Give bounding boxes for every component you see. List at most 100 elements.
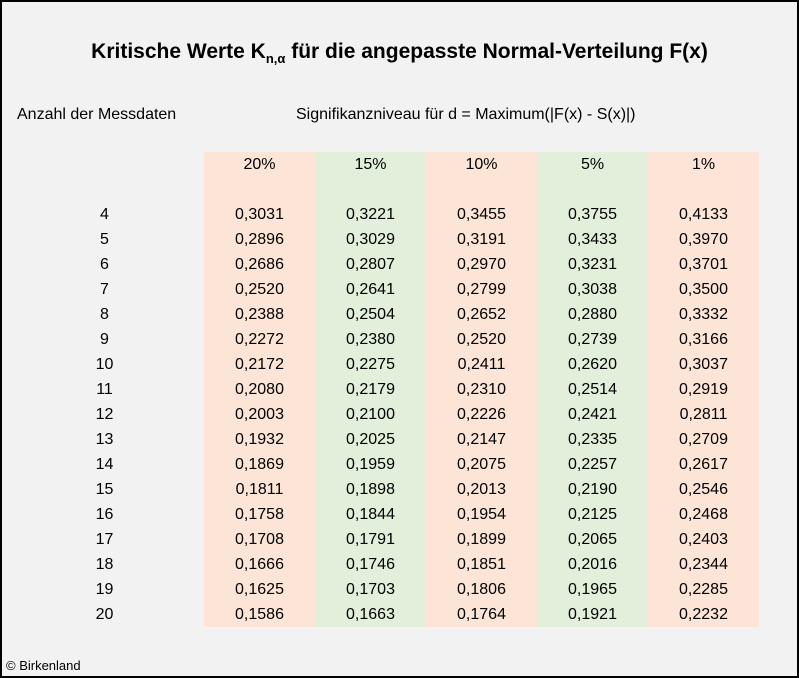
table-cell: 0,1746 [346, 556, 395, 573]
table-cell: 0,1965 [568, 581, 617, 598]
table-cell: 0,1851 [457, 556, 506, 573]
table-cell: 0,2075 [457, 456, 506, 473]
table-cell: 0,1791 [346, 531, 395, 548]
table-cell: 0,2388 [235, 306, 284, 323]
table-cell: 0,2335 [568, 431, 617, 448]
column-0: 20% 0,3031 0,2896 0,2686 0,2520 0,2388 0,2272 0… [204, 152, 315, 627]
row-count-cell: 4 [100, 206, 109, 223]
table-cell: 0,2257 [568, 456, 617, 473]
table-cell: 0,2272 [235, 331, 284, 348]
table-cell: 0,3332 [679, 306, 728, 323]
table-cell: 0,2344 [679, 556, 728, 573]
column-header: 20% [243, 156, 276, 173]
table-cell: 0,2421 [568, 406, 617, 423]
table-cell: 0,2514 [568, 381, 617, 398]
row-count-cell: 12 [95, 406, 114, 423]
column-header: 10% [465, 156, 498, 173]
column-header: 1% [691, 156, 716, 173]
table-cell: 0,2520 [457, 331, 506, 348]
table-cell: 0,1932 [235, 431, 284, 448]
table-cell: 0,2100 [346, 406, 395, 423]
table-cell: 0,2172 [235, 356, 284, 373]
table-cell: 0,3455 [457, 206, 506, 223]
row-count-cell: 16 [95, 506, 114, 523]
table-cell: 0,2617 [679, 456, 728, 473]
table-cell: 0,3433 [568, 231, 617, 248]
table-cell: 0,3221 [346, 206, 395, 223]
table-cell: 0,1666 [235, 556, 284, 573]
table-cell: 0,2709 [679, 431, 728, 448]
table-cell: 0,2504 [346, 306, 395, 323]
table-cell: 0,2652 [457, 306, 506, 323]
table-cell: 0,2807 [346, 256, 395, 273]
column-2: 10% 0,3455 0,3191 0,2970 0,2799 0,2652 0,2520 0… [426, 152, 537, 627]
table-cell: 0,1764 [457, 606, 506, 623]
table-cell: 0,4133 [679, 206, 728, 223]
table-cell: 0,2686 [235, 256, 284, 273]
row-count-cell: 11 [96, 381, 113, 398]
row-count-cell: 8 [100, 306, 109, 323]
table-cell: 0,3029 [346, 231, 395, 248]
row-count-cell: 17 [95, 531, 114, 548]
table-cell: 0,1811 [235, 481, 284, 498]
table-cell: 0,2546 [679, 481, 728, 498]
row-count-cell: 18 [95, 556, 114, 573]
table-cell: 0,1898 [346, 481, 395, 498]
table-cell: 0,3191 [457, 231, 506, 248]
table-cell: 0,2380 [346, 331, 395, 348]
table-cell: 0,2411 [457, 356, 506, 373]
row-count-cell: 7 [100, 281, 109, 298]
table-cell: 0,1758 [235, 506, 284, 523]
title-subscript: n,α [265, 51, 286, 67]
row-count-cell: 13 [95, 431, 114, 448]
table-cell: 0,2799 [457, 281, 506, 298]
table-cell: 0,2147 [457, 431, 506, 448]
table-cell: 0,2003 [235, 406, 284, 423]
column-1: 15% 0,3221 0,3029 0,2807 0,2641 0,2504 0,2380 0… [315, 152, 426, 627]
title-main: Kritische Werte K [91, 40, 266, 63]
table-cell: 0,3231 [568, 256, 617, 273]
table-cell: 0,2125 [568, 506, 617, 523]
copyright-text: © Birkenland [6, 658, 81, 673]
row-count-cell: 15 [95, 481, 114, 498]
table-cell: 0,2896 [235, 231, 284, 248]
table-cell: 0,1869 [235, 456, 284, 473]
title-rest: für die angepasste Normal-Verteilung F(x… [285, 40, 708, 63]
table-cell: 0,1899 [457, 531, 506, 548]
column-4: 1% 0,4133 0,3970 0,3701 0,3500 0,3332 0,3166 0,… [648, 152, 759, 627]
table-cell: 0,2468 [679, 506, 728, 523]
table-cell: 0,1586 [235, 606, 284, 623]
table-cell: 0,3500 [679, 281, 728, 298]
table-cell: 0,1625 [235, 581, 284, 598]
table-cell: 0,3701 [679, 256, 728, 273]
table-cell: 0,2919 [679, 381, 728, 398]
row-count-cell: 20 [95, 606, 114, 623]
table-cell: 0,1959 [346, 456, 395, 473]
row-count-cell: 10 [95, 356, 114, 373]
row-count-cell: 19 [95, 581, 114, 598]
table-cell: 0,2232 [679, 606, 728, 623]
table-cell: 0,2179 [346, 381, 395, 398]
table-cell: 0,1663 [346, 606, 395, 623]
table-cell: 0,1806 [457, 581, 506, 598]
table-cell: 0,2880 [568, 306, 617, 323]
table-cell: 0,2016 [568, 556, 617, 573]
table-cell: 0,2190 [568, 481, 617, 498]
table-cell: 0,1703 [346, 581, 395, 598]
page-title: Kritische Werte Kn,α für die angepasste … [2, 40, 797, 66]
table-cell: 0,2811 [679, 406, 728, 423]
table-cell: 0,1921 [568, 606, 617, 623]
table-cell: 0,2013 [457, 481, 506, 498]
table-cell: 0,3166 [679, 331, 728, 348]
table-cell: 0,3031 [235, 206, 284, 223]
table-cell: 0,2739 [568, 331, 617, 348]
row-count-cell: 14 [95, 456, 114, 473]
table-cell: 0,2970 [457, 256, 506, 273]
table-cell: 0,1844 [346, 506, 395, 523]
row-count-cell: 5 [100, 231, 109, 248]
table-cell: 0,3037 [679, 356, 728, 373]
table-cell: 0,2080 [235, 381, 284, 398]
table-cell: 0,2226 [457, 406, 506, 423]
count-label: Anzahl der Messdaten [17, 106, 177, 123]
